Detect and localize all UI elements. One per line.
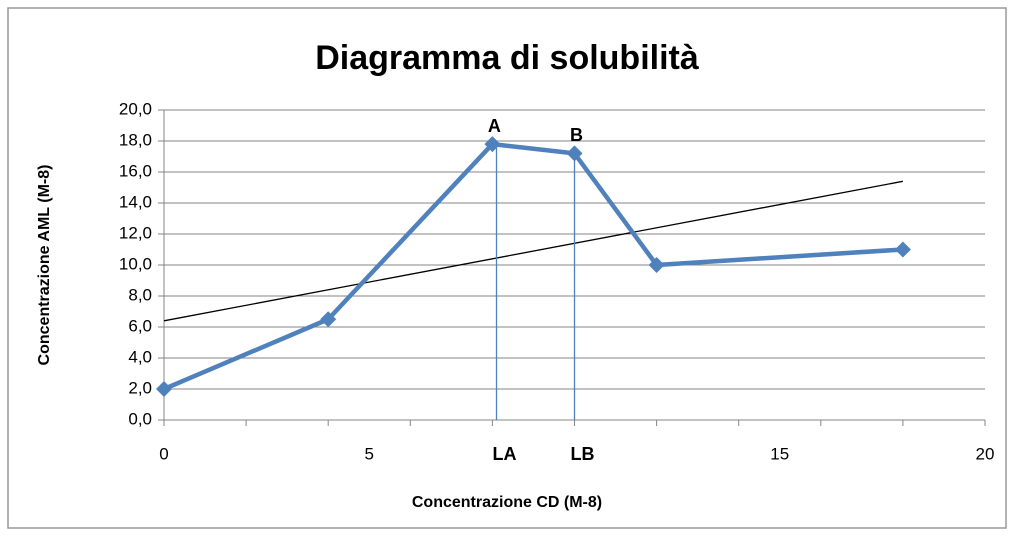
y-tick-label: 0,0: [128, 409, 152, 428]
series-line: [163, 141, 904, 392]
y-tick-label: 18,0: [119, 130, 152, 149]
y-tick-label: 8,0: [128, 285, 152, 304]
point-label: A: [488, 116, 501, 136]
x-axis-label: Concentrazione CD (M-8): [412, 494, 602, 511]
marker: [156, 381, 172, 397]
y-tick-label: 6,0: [128, 316, 152, 335]
y-tick-label: 2,0: [128, 378, 152, 397]
x-tick-label: 20: [976, 444, 995, 463]
y-tick-label: 20,0: [119, 99, 152, 118]
y-tick-label: 14,0: [119, 192, 152, 211]
chart-border: [7, 7, 1007, 529]
y-tick-label: 16,0: [119, 161, 152, 180]
drop-label: LB: [571, 444, 595, 464]
marker: [566, 145, 583, 162]
drop-label: LA: [493, 444, 517, 464]
marker: [484, 136, 501, 153]
x-tick-label: 5: [365, 444, 374, 463]
marker: [648, 257, 665, 273]
point-label: B: [570, 125, 583, 145]
marker: [320, 311, 337, 328]
marker: [894, 241, 911, 258]
y-axis-label: Concentrazione AML (M-8): [36, 165, 53, 366]
trendline: [163, 180, 904, 322]
x-tick-label: 15: [770, 444, 789, 463]
y-tick-label: 12,0: [119, 223, 152, 242]
y-tick-label: 4,0: [128, 347, 152, 366]
chart-title: Diagramma di solubilità: [315, 39, 699, 77]
y-tick-label: 10,0: [119, 254, 152, 273]
x-tick-label: 0: [159, 444, 168, 463]
